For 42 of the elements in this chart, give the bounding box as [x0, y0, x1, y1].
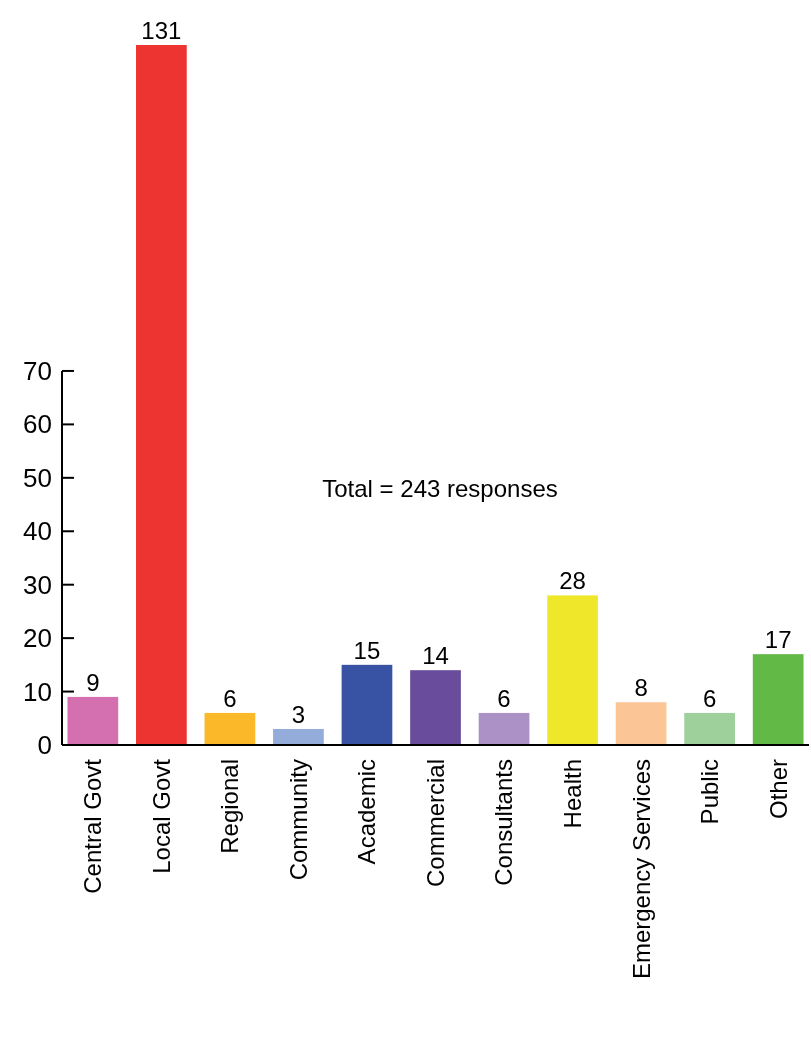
data-label: 14: [422, 642, 449, 670]
bar: [410, 670, 461, 745]
bar: [136, 45, 187, 745]
bar: [341, 664, 393, 745]
data-label: 8: [634, 674, 648, 702]
x-tick-label: Public: [696, 759, 724, 825]
y-tick-label: 0: [37, 730, 52, 761]
y-tick-label: 20: [23, 623, 52, 654]
annotation: Total = 243 responses: [322, 474, 558, 502]
x-tick-label: Consultants: [490, 759, 518, 886]
x-tick-label: Local Govt: [147, 758, 175, 874]
x-tick-label: Community: [284, 759, 312, 881]
bar: [273, 728, 324, 745]
data-label: 6: [497, 684, 511, 712]
data-label: 131: [141, 17, 182, 44]
x-tick-label: Central Govt: [79, 758, 107, 894]
y-tick-label: 50: [23, 462, 52, 493]
x-tick-label: Emergency Services: [627, 759, 655, 980]
bar: [478, 712, 530, 745]
data-label: 15: [353, 636, 381, 664]
bar: [752, 654, 804, 745]
data-label: 6: [223, 684, 237, 712]
y-tick-label: 30: [23, 569, 52, 600]
bar: [684, 712, 735, 745]
bar: [67, 696, 119, 745]
y-tick-label: 70: [23, 356, 52, 387]
data-label: 28: [559, 567, 586, 595]
x-tick-label: Other: [764, 759, 792, 820]
bar: [204, 712, 256, 745]
data-label: 9: [86, 668, 100, 696]
x-tick-label: Commercial: [421, 759, 449, 888]
bar: [547, 595, 598, 745]
x-tick-label: Academic: [353, 759, 381, 865]
data-label: 17: [764, 626, 792, 654]
y-tick-label: 10: [23, 676, 52, 707]
x-tick-label: Regional: [216, 759, 244, 854]
data-label: 6: [702, 684, 717, 712]
x-tick-label: Health: [558, 759, 586, 829]
y-tick-label: 60: [23, 409, 52, 440]
bar: [615, 702, 667, 745]
data-label: 3: [291, 700, 306, 728]
y-tick-label: 40: [23, 516, 52, 547]
